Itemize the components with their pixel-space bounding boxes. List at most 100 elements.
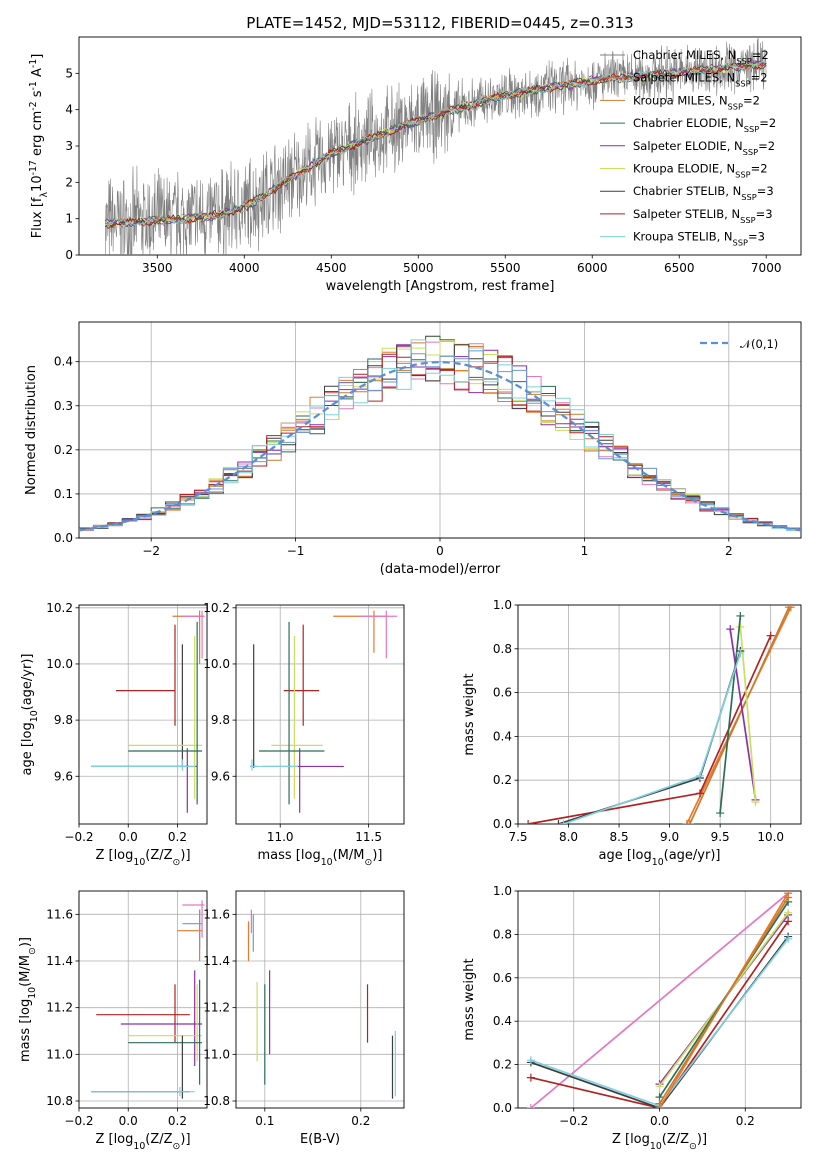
plot-area	[91, 900, 205, 1099]
x-tick-label: 0.0	[119, 830, 138, 844]
weight-line	[729, 628, 757, 801]
y-tick-label: 0	[65, 248, 73, 262]
x-axis-label: Z [log10(Z/Z⊙)]	[612, 1132, 707, 1152]
y-tick-label: 0.3	[54, 399, 73, 413]
axes-frame	[78, 36, 802, 256]
plot-area	[91, 610, 205, 813]
y-tick-label: 11.2	[203, 1001, 230, 1015]
z-mass-axes: −0.2 0.0 0.2 10.8 11.0 11.2 11.4 11.6 Z [log10(Z…	[18, 890, 208, 1152]
x-tick-label: 6500	[664, 261, 695, 275]
weight-marker	[655, 1082, 664, 1091]
model-spectrum	[104, 62, 767, 230]
histogram-series	[79, 353, 801, 531]
legend-entry: Salpeter MILES, NSSP=2	[633, 71, 768, 89]
y-tick-label: 1.0	[493, 598, 512, 612]
weight-marker	[784, 893, 793, 902]
x-tick-label: 7.5	[508, 830, 527, 844]
y-tick-label: 10.2	[46, 601, 73, 615]
x-axis-label: E(B-V)	[300, 1132, 340, 1147]
weight-marker	[716, 809, 725, 818]
y-tick-label: 0.0	[493, 817, 512, 831]
weight-marker	[682, 820, 691, 824]
model-spectrum	[104, 60, 767, 228]
x-tick-label: 7000	[751, 261, 782, 275]
legend-entry: Salpeter ELODIE, NSSP=2	[633, 139, 775, 157]
y-tick-label: 11.4	[46, 954, 73, 968]
x-tick-label: 10.0	[757, 830, 784, 844]
weight-marker	[766, 631, 775, 640]
x-tick-label: 9.0	[660, 830, 679, 844]
y-tick-label: 4	[65, 103, 73, 117]
weight-marker	[784, 908, 793, 917]
y-tick-label: 2	[65, 175, 73, 189]
x-tick-label: 0.1	[255, 1114, 274, 1128]
weight-line	[530, 892, 789, 1108]
y-tick-label: 9.8	[54, 713, 73, 727]
x-axis-label: age [log10(age/yr)]	[599, 848, 721, 868]
y-tick-label: 0.6	[493, 686, 512, 700]
y-tick-label: 0.4	[54, 355, 73, 369]
y-axis-label: mass [log10(M/M⊙)]	[18, 937, 38, 1062]
x-tick-label: −0.2	[64, 830, 93, 844]
legend-entry: Chabrier STELIB, NSSP=3	[633, 184, 774, 202]
weight-marker	[695, 789, 704, 798]
weight-marker	[695, 771, 704, 780]
x-tick-label: 0.2	[168, 830, 187, 844]
axes-frame	[235, 890, 405, 1109]
x-tick-label: 3500	[142, 261, 173, 275]
y-tick-label: 11.2	[46, 1001, 73, 1015]
normal-curve	[79, 360, 801, 532]
weight-line	[739, 626, 757, 803]
y-tick-label: 11.0	[46, 1047, 73, 1061]
weight-marker	[726, 625, 735, 634]
x-axis-label: mass [log10(M/M⊙)]	[258, 848, 383, 868]
y-tick-label: 10.2	[203, 601, 230, 615]
x-tick-label: 0.0	[650, 1114, 669, 1128]
legend-entry: Chabrier MILES, NSSP=2	[633, 48, 769, 66]
legend-entry: Kroupa ELODIE, NSSP=2	[633, 162, 768, 180]
y-tick-label: 5	[65, 66, 73, 80]
plot-area	[247, 909, 396, 1099]
axes-frame	[235, 604, 405, 825]
x-tick-label: 11.5	[355, 830, 382, 844]
x-tick-label: 8.0	[559, 830, 578, 844]
histogram-series	[79, 350, 801, 530]
axes-frame	[517, 604, 802, 825]
y-tick-label: 11.0	[203, 1047, 230, 1061]
weight-marker	[554, 820, 563, 824]
y-tick-label: 1.0	[493, 884, 512, 898]
z-age-axes: −0.2 0.0 0.2 9.6 9.8 10.0 10.2 Z [log10(Z/Z⊙)] a…	[20, 601, 208, 868]
y-tick-label: 3	[65, 139, 73, 153]
x-tick-label: 6000	[577, 261, 608, 275]
legend-entry: Salpeter STELIB, NSSP=3	[633, 207, 773, 225]
weight-marker	[784, 605, 793, 612]
weight-line	[658, 897, 789, 1105]
y-axis-label: mass weight	[462, 673, 477, 755]
y-tick-label: 10.0	[46, 657, 73, 671]
axes-frame	[78, 321, 802, 539]
x-tick-label: 11.0	[267, 830, 294, 844]
x-tick-label: 0	[436, 544, 444, 558]
spectrum-axes: 3500 4000 4500 5000 5500 6000 6500 7000 0 1 2 3 4 5 wa…	[28, 36, 802, 294]
weight-line	[689, 606, 790, 824]
y-tick-label: 0.2	[493, 773, 512, 787]
y-tick-label: 0.0	[54, 531, 73, 545]
weight-line	[530, 920, 789, 1108]
axes-frame	[78, 890, 208, 1109]
weight-line	[527, 635, 772, 824]
weight-marker	[784, 934, 793, 943]
age-weight-axes: 7.5 8.0 8.5 9.0 9.5 10.0 0.0 0.2 0.4 0.6 0.8 1.0 age…	[462, 598, 802, 868]
weight-marker	[655, 1099, 664, 1108]
weight-line	[719, 615, 742, 814]
y-tick-label: 9.6	[211, 769, 230, 783]
y-tick-label: 0.1	[54, 487, 73, 501]
legend-entry: Kroupa STELIB, NSSP=3	[633, 230, 765, 248]
weight-marker	[524, 820, 533, 824]
legend-entry: Kroupa MILES, NSSP=2	[633, 93, 760, 111]
y-tick-label: 0.8	[493, 927, 512, 941]
weight-marker	[526, 1073, 535, 1082]
x-tick-label: 9.5	[711, 830, 730, 844]
y-tick-label: 9.6	[54, 769, 73, 783]
y-axis-label: mass weight	[462, 958, 477, 1040]
chart-title: PLATE=1452, MJD=53112, FIBERID=0445, z=0…	[246, 14, 633, 32]
